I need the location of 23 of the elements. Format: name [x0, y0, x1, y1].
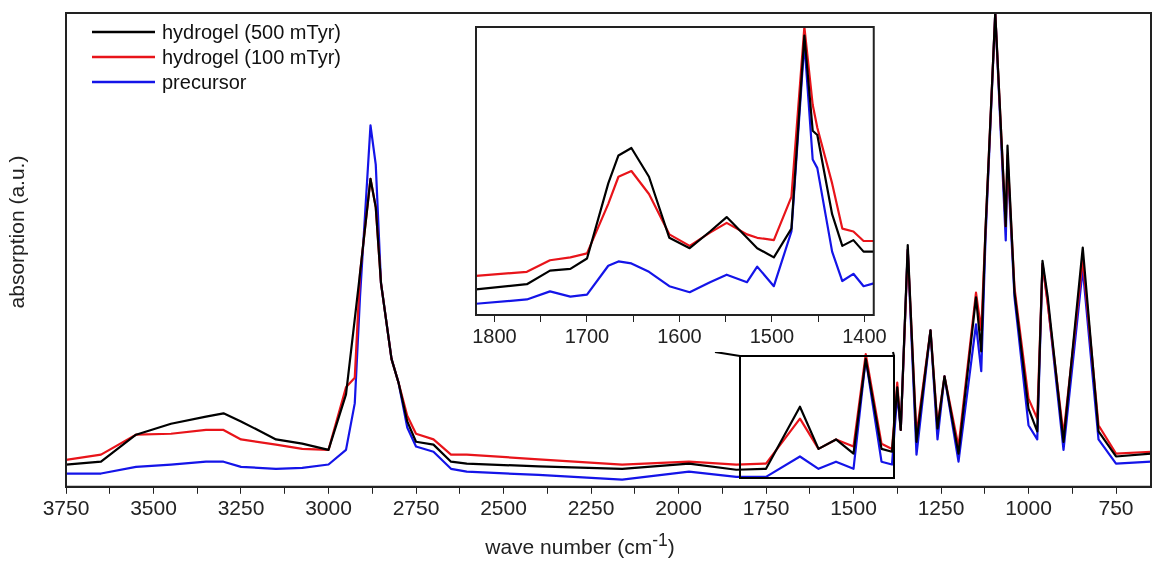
legend-label: hydrogel (100 mTyr)	[162, 45, 341, 68]
x-tick-label: 2750	[392, 496, 440, 520]
x-tick-label: 2500	[480, 496, 527, 520]
legend-label: hydrogel (500 mTyr)	[162, 20, 341, 43]
x-tick-label: 1250	[917, 496, 965, 520]
x-tick-label: 1750	[742, 496, 790, 520]
legend-label: precursor	[162, 70, 247, 93]
x-tick-label: 3750	[42, 496, 90, 520]
x-tick-label: 3500	[130, 496, 177, 520]
y-axis-title: absorption (a.u.)	[5, 154, 29, 311]
x-axis-title: wave number (cm$^{-1}$)	[484, 530, 676, 559]
x-tick-label: 1600	[657, 324, 702, 347]
x-tick-label: 1700	[564, 324, 610, 347]
x-tick-label: 3000	[305, 496, 352, 520]
x-tick-label: 1800	[472, 324, 517, 347]
x-tick-label: 1400	[842, 324, 887, 347]
x-tick-label: 1500	[749, 324, 795, 347]
x-tick-label: 3250	[217, 496, 265, 520]
x-tick-label: 750	[1098, 496, 1134, 520]
x-tick-label: 2000	[655, 496, 702, 520]
x-tick-label: 2250	[567, 496, 615, 520]
x-tick-label: 1000	[1005, 496, 1052, 520]
x-tick-label: 1500	[830, 496, 877, 520]
